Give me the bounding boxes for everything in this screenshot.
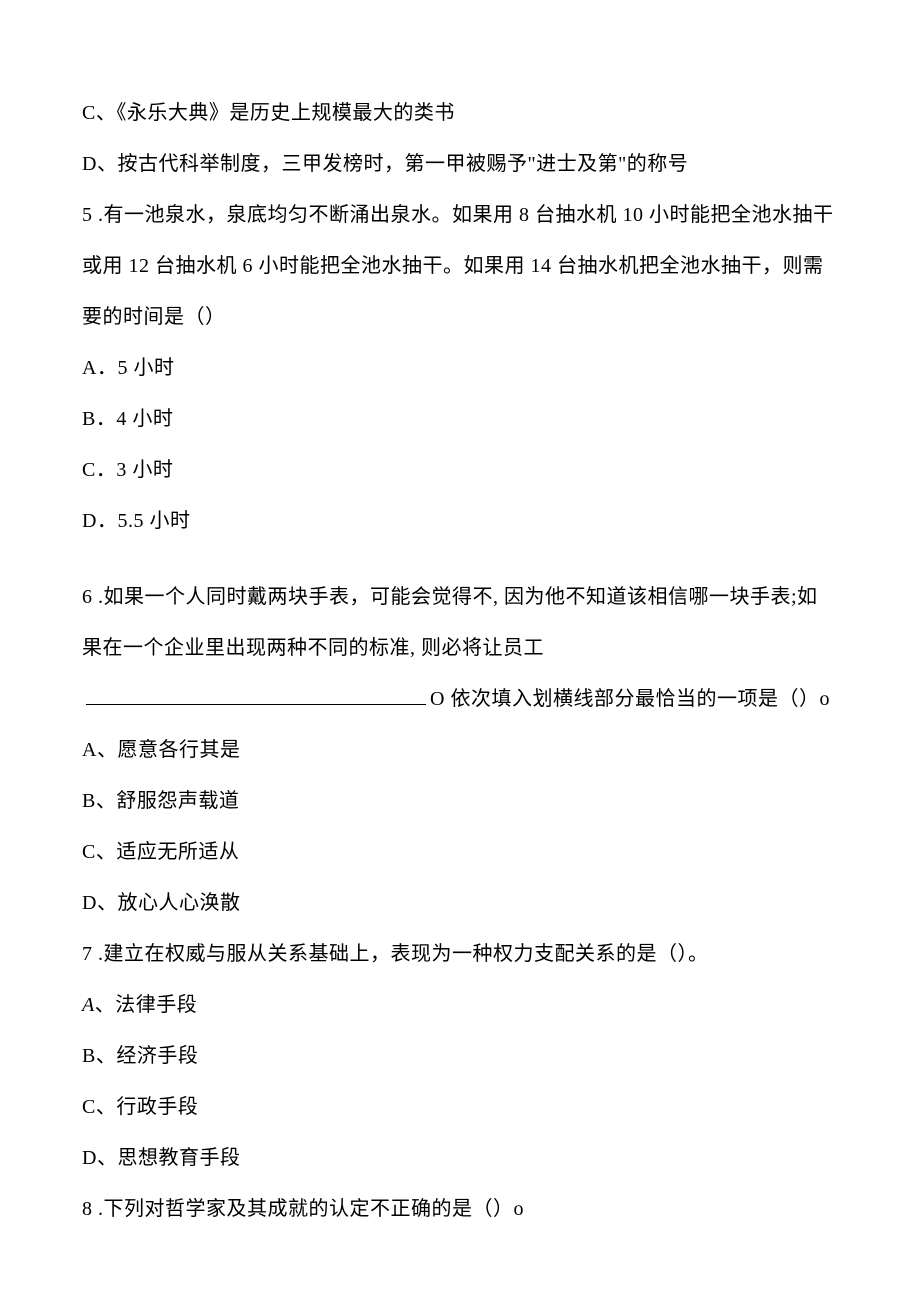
q6-option-a: A、愿意各行其是 [82,725,838,776]
q7-option-a: A、法律手段 [82,980,838,1031]
q5-option-b: B．4 小时 [82,394,838,445]
q4-option-c: C、《永乐大典》是历史上规模最大的类书 [82,88,838,139]
q6-stem: 6 .如果一个人同时戴两块手表，可能会觉得不, 因为他不知道该相信哪一块手表;如… [82,572,838,725]
q7-option-b: B、经济手段 [82,1031,838,1082]
q5-option-a: A．5 小时 [82,343,838,394]
q5-option-c: C．3 小时 [82,445,838,496]
q7-option-c: C、行政手段 [82,1082,838,1133]
q5-option-d: D．5.5 小时 [82,496,838,547]
q7-option-a-text: 、法律手段 [95,994,198,1016]
blank-underline [86,704,426,705]
q7-stem: 7 .建立在权威与服从关系基础上，表现为一种权力支配关系的是（）。 [82,929,838,980]
q6-stem-part1: 6 .如果一个人同时戴两块手表，可能会觉得不, 因为他不知道该相信哪一块手表;如… [82,586,818,659]
q6-option-b: B、舒服怨声载道 [82,776,838,827]
q6-option-c: C、适应无所适从 [82,827,838,878]
q7-option-d: D、思想教育手段 [82,1133,838,1184]
q7-option-a-prefix: A [82,994,95,1016]
q6-stem-part2: O 依次填入划横线部分最恰当的一项是（）o [430,688,830,710]
spacer [82,547,838,572]
q6-option-d: D、放心人心涣散 [82,878,838,929]
q4-option-d: D、按古代科举制度，三甲发榜时，第一甲被赐予"进士及第"的称号 [82,139,838,190]
q8-stem: 8 .下列对哲学家及其成就的认定不正确的是（）o [82,1184,838,1235]
q5-stem: 5 .有一池泉水，泉底均匀不断涌出泉水。如果用 8 台抽水机 10 小时能把全池… [82,190,838,343]
